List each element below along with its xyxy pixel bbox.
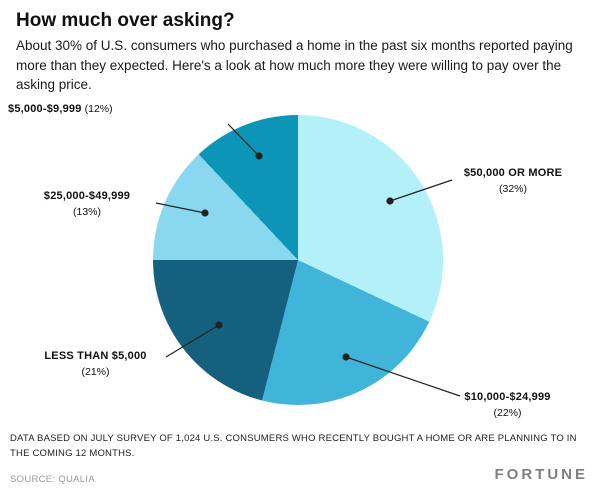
slice-label: $25,000-$49,999 [43, 190, 131, 202]
slice-label: LESS THAN $5,000 [44, 350, 147, 362]
slice-percent: (32%) [498, 182, 527, 195]
slice-percent: (13%) [72, 205, 101, 218]
slice-label: $50,000 OR MORE [463, 167, 563, 179]
source-credit: SOURCE: QUALIA [10, 474, 95, 485]
chart-subtitle: About 30% of U.S. consumers who purchase… [16, 38, 573, 93]
callout-less-5k: LESS THAN $5,000 (21%) [28, 348, 163, 380]
slice-percent: (22%) [493, 406, 522, 419]
data-note: DATA BASED ON JULY SURVEY OF 1,024 U.S. … [10, 433, 577, 459]
callout-50k-or-more: $50,000 OR MORE (32%) [448, 165, 578, 197]
slice-label: $10,000-$24,999 [464, 391, 551, 403]
callout-25k-49k: $25,000-$49,999 (13%) [22, 188, 152, 220]
callout-10k-24k: $10,000-$24,999 (22%) [440, 389, 575, 421]
slice-percent: (21%) [81, 365, 110, 378]
fortune-logo: FORTUNE [494, 466, 588, 483]
page-title: How much over asking? [16, 10, 235, 31]
pie-chart [153, 115, 443, 405]
slice-percent: (12%) [84, 103, 113, 115]
callout-5k-9k: $5,000-$9,999 (12%) [8, 101, 223, 118]
slice-label: $5,000-$9,999 [8, 103, 82, 115]
